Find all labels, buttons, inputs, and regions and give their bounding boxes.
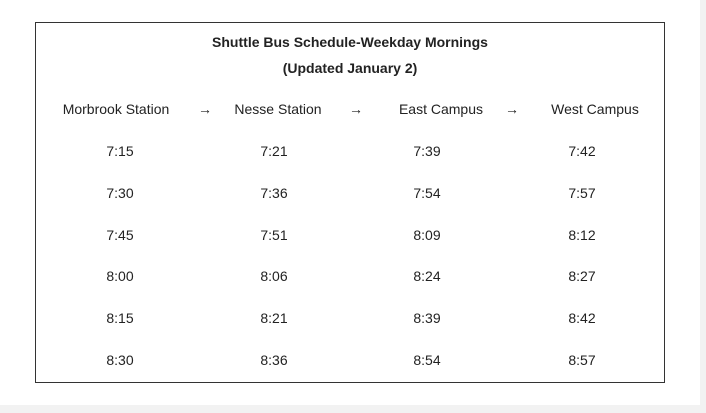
time-cell: 8:30 xyxy=(106,352,134,368)
time-cell: 7:42 xyxy=(568,143,596,159)
time-cell: 8:06 xyxy=(260,268,288,284)
time-cell: 8:21 xyxy=(260,310,288,326)
route-arrow: → xyxy=(198,101,212,117)
time-cell: 8:09 xyxy=(413,227,441,243)
time-cell: 7:57 xyxy=(568,185,596,201)
schedule-subtitle: (Updated January 2) xyxy=(282,60,418,76)
time-cell: 7:39 xyxy=(413,143,441,159)
stop-header-nesse-station: Nesse Station xyxy=(234,101,322,117)
time-cell: 8:15 xyxy=(106,310,134,326)
time-cell: 7:45 xyxy=(106,227,134,243)
stop-header-east-campus: East Campus xyxy=(398,101,484,117)
stop-header-morbrook-station: Morbrook Station xyxy=(62,101,170,117)
time-cell: 7:21 xyxy=(260,143,288,159)
time-cell: 8:36 xyxy=(260,352,288,368)
time-cell: 8:27 xyxy=(568,268,596,284)
stop-header-west-campus: West Campus xyxy=(551,101,639,117)
time-cell: 7:54 xyxy=(413,185,441,201)
route-arrow: → xyxy=(349,101,363,117)
time-cell: 8:54 xyxy=(413,352,441,368)
time-cell: 8:57 xyxy=(568,352,596,368)
time-cell: 8:12 xyxy=(568,227,596,243)
time-cell: 8:24 xyxy=(413,268,441,284)
schedule-title: Shuttle Bus Schedule-Weekday Mornings xyxy=(212,34,488,50)
time-cell: 7:36 xyxy=(260,185,288,201)
time-cell: 7:51 xyxy=(260,227,288,243)
route-arrow: → xyxy=(505,101,519,117)
time-cell: 8:42 xyxy=(568,310,596,326)
time-cell: 8:39 xyxy=(413,310,441,326)
time-cell: 8:00 xyxy=(106,268,134,284)
time-cell: 7:30 xyxy=(106,185,134,201)
page-background: Shuttle Bus Schedule-Weekday Mornings (U… xyxy=(0,0,700,405)
time-cell: 7:15 xyxy=(106,143,134,159)
schedule-card: Shuttle Bus Schedule-Weekday Mornings (U… xyxy=(35,22,665,383)
